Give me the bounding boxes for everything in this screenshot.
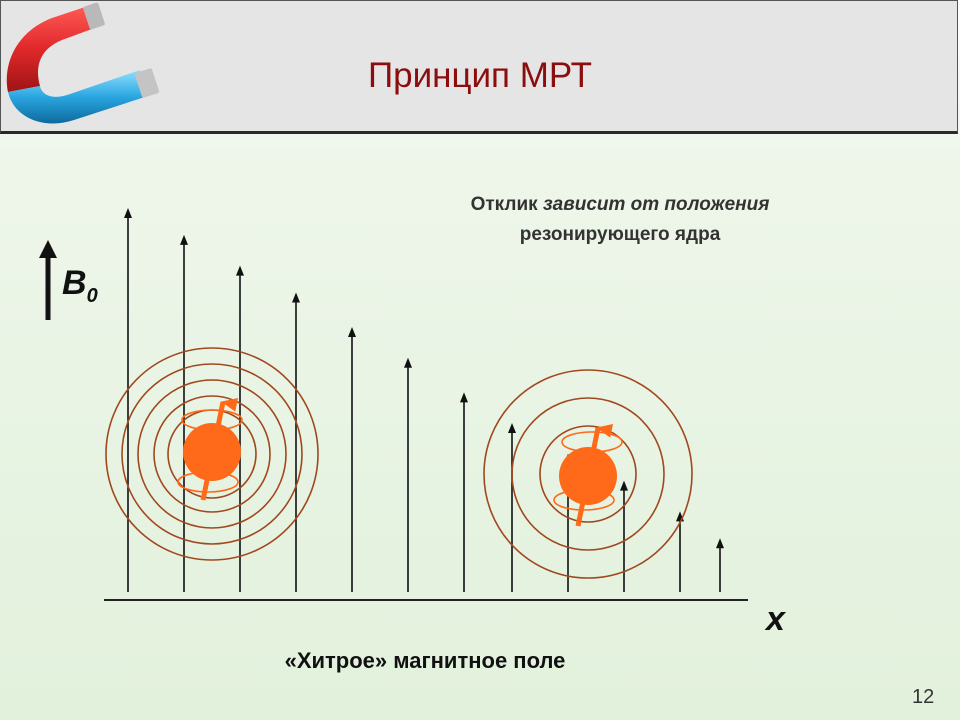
b0-arrow-head	[39, 240, 57, 258]
caption-emphasis: зависит от положения	[542, 194, 770, 215]
field-arrow-head	[236, 265, 244, 276]
caption-line-2: резонирующего ядра	[519, 224, 721, 245]
ring	[121, 363, 303, 545]
nucleus-right	[483, 369, 693, 579]
title-bar	[0, 0, 958, 134]
field-arrow-head	[716, 538, 724, 549]
field-arrows	[124, 208, 724, 592]
ring	[105, 347, 319, 561]
ring	[483, 369, 693, 579]
field-arrow-head	[460, 392, 468, 403]
ring	[511, 397, 665, 551]
b0-label: B0	[62, 264, 98, 308]
b0-symbol: B	[62, 264, 87, 302]
ring	[539, 425, 637, 523]
caption-line-1: Отклик зависит от положения	[400, 194, 840, 216]
caption-prefix: Отклик	[470, 194, 543, 215]
field-arrow-head	[292, 292, 300, 303]
field-arrow-head	[180, 234, 188, 245]
horseshoe-magnet-icon	[6, 2, 160, 124]
field-arrow-head	[508, 423, 516, 434]
ring	[137, 379, 287, 529]
spin-arrow	[575, 423, 614, 527]
x-axis-label: x	[766, 600, 785, 638]
nucleus-left	[105, 347, 319, 561]
b0-subscript: 0	[86, 284, 98, 307]
ring	[153, 395, 271, 513]
field-arrow-head	[124, 208, 132, 218]
bottom-caption: «Хитрое» магнитное поле	[284, 648, 566, 673]
field-arrow-head	[348, 327, 356, 338]
page-number: 12	[912, 686, 935, 708]
spin-arrow	[200, 397, 239, 501]
field-arrow-head	[620, 480, 628, 491]
page-title: Принцип МРТ	[367, 56, 593, 95]
field-arrow-head	[404, 357, 412, 368]
